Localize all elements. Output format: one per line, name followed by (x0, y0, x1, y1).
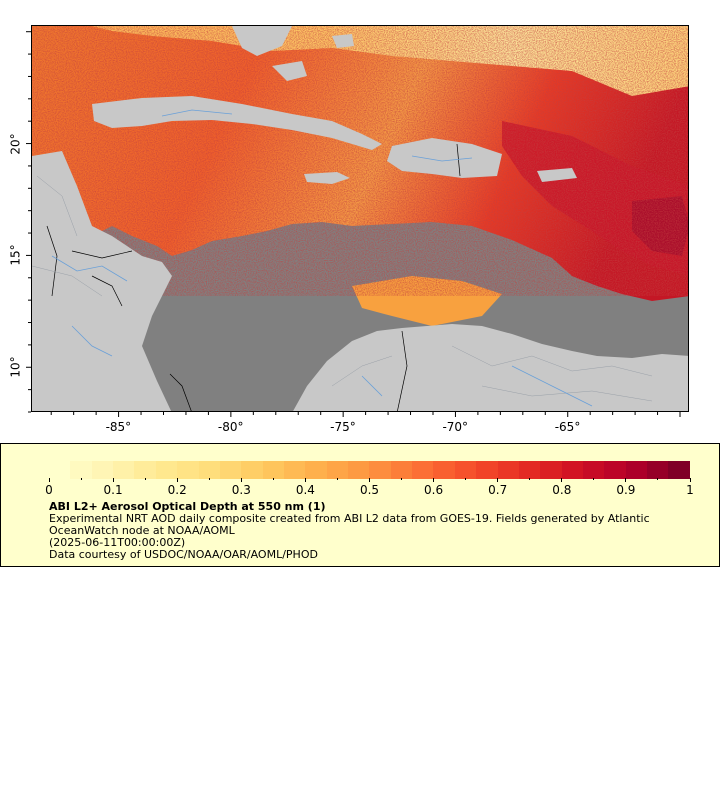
colorbar-tick-label: 0 (45, 483, 53, 497)
map-canvas (32, 26, 688, 411)
colorbar-segment (177, 461, 199, 479)
colorbar-tick (625, 478, 626, 482)
colorbar-segment (241, 461, 263, 479)
legend-description: Experimental NRT AOD daily composite cre… (49, 512, 650, 537)
colorbar-segment (668, 461, 690, 479)
legend-panel: 0 0.1 0.2 0.3 0.4 0.5 0.6 0.7 0.8 0.9 1 ABI L2+ Ae… (0, 443, 720, 567)
colorbar-segment (113, 461, 135, 479)
colorbar-minor-tick (273, 478, 274, 480)
colorbar-segment (518, 461, 541, 479)
colorbar-minor-tick (401, 478, 402, 480)
colorbar-tick-label: 0.3 (231, 483, 251, 497)
colorbar-tick (113, 478, 114, 482)
colorbar-segment (134, 461, 156, 479)
lon-tick-label: -75° (330, 420, 356, 434)
colorbar-segment (582, 461, 605, 479)
colorbar-segment (454, 461, 477, 479)
colorbar-tick (433, 478, 434, 482)
lon-tick-label: -65° (554, 420, 581, 434)
colorbar-segment (49, 461, 71, 479)
legend-text: ABI L2+ Aerosol Optical Depth at 550 nm … (49, 501, 699, 561)
rivers (51, 109, 593, 407)
aod-map (31, 25, 689, 412)
lat-tick-label: 20° (8, 132, 23, 155)
aod-texture (32, 26, 688, 296)
colorbar-segment (497, 461, 519, 479)
province-borders (32, 175, 653, 402)
colorbar-tick (690, 478, 691, 482)
colorbar-segment (647, 461, 669, 479)
colorbar-minor-tick (593, 478, 594, 480)
colorbar-segment (476, 461, 498, 479)
colorbar-minor-tick (657, 478, 658, 480)
colorbar-segment (561, 461, 583, 479)
colorbar-segment (433, 461, 455, 479)
lon-tick-label: -85° (105, 420, 132, 434)
colorbar-segment (540, 461, 562, 479)
colorbar-minor-tick (337, 478, 338, 480)
colorbar-segment (305, 461, 327, 479)
colorbar-minor-tick (81, 478, 82, 480)
lat-tick-label: 15° (8, 244, 23, 267)
colorbar-segment (198, 461, 220, 479)
colorbar-tick-label: 0.5 (359, 483, 380, 497)
colorbar-tick-label: 0.8 (552, 483, 572, 497)
legend-time: (2025-06-11T00:00:00Z) (49, 536, 186, 549)
colorbar-segment (604, 461, 626, 479)
colorbar-segment (283, 461, 306, 479)
colorbar-segment (625, 461, 648, 479)
colorbar (49, 461, 690, 479)
legend-credit: Data courtesy of USDOC/NOAA/OAR/AOML/PHO… (49, 548, 318, 561)
colorbar-segment (219, 461, 242, 479)
colorbar-tick-label: 0.2 (167, 483, 187, 497)
colorbar-segment (348, 461, 370, 479)
colorbar-tick-label: 0.4 (295, 483, 315, 497)
colorbar-segment (155, 461, 178, 479)
colorbar-tick (497, 478, 498, 482)
colorbar-tick-label: 1 (686, 483, 694, 497)
colorbar-tick (177, 478, 178, 482)
colorbar-tick (369, 478, 370, 482)
colorbar-minor-tick (145, 478, 146, 480)
lon-tick-label: -80° (217, 420, 244, 434)
country-borders (46, 143, 461, 411)
colorbar-minor-tick (465, 478, 466, 480)
colorbar-segment (412, 461, 434, 479)
colorbar-tick-label: 0.9 (616, 483, 636, 497)
colorbar-segment (70, 461, 92, 479)
colorbar-segment (326, 461, 349, 479)
colorbar-tick (561, 478, 562, 482)
lat-tick-label: 10° (8, 356, 23, 378)
lon-tick-label: -70° (442, 420, 469, 434)
colorbar-tick-label: 0.6 (424, 483, 444, 497)
colorbar-segment (390, 461, 413, 479)
legend-title: ABI L2+ Aerosol Optical Depth at 550 nm … (49, 500, 326, 513)
colorbar-minor-tick (209, 478, 210, 480)
colorbar-tick (241, 478, 242, 482)
colorbar-minor-tick (529, 478, 530, 480)
colorbar-tick (49, 478, 50, 482)
colorbar-segment (369, 461, 391, 479)
colorbar-segment (262, 461, 284, 479)
colorbar-tick-label: 0.1 (103, 483, 123, 497)
colorbar-tick (305, 478, 306, 482)
colorbar-segment (91, 461, 114, 479)
colorbar-tick-label: 0.7 (488, 483, 508, 497)
